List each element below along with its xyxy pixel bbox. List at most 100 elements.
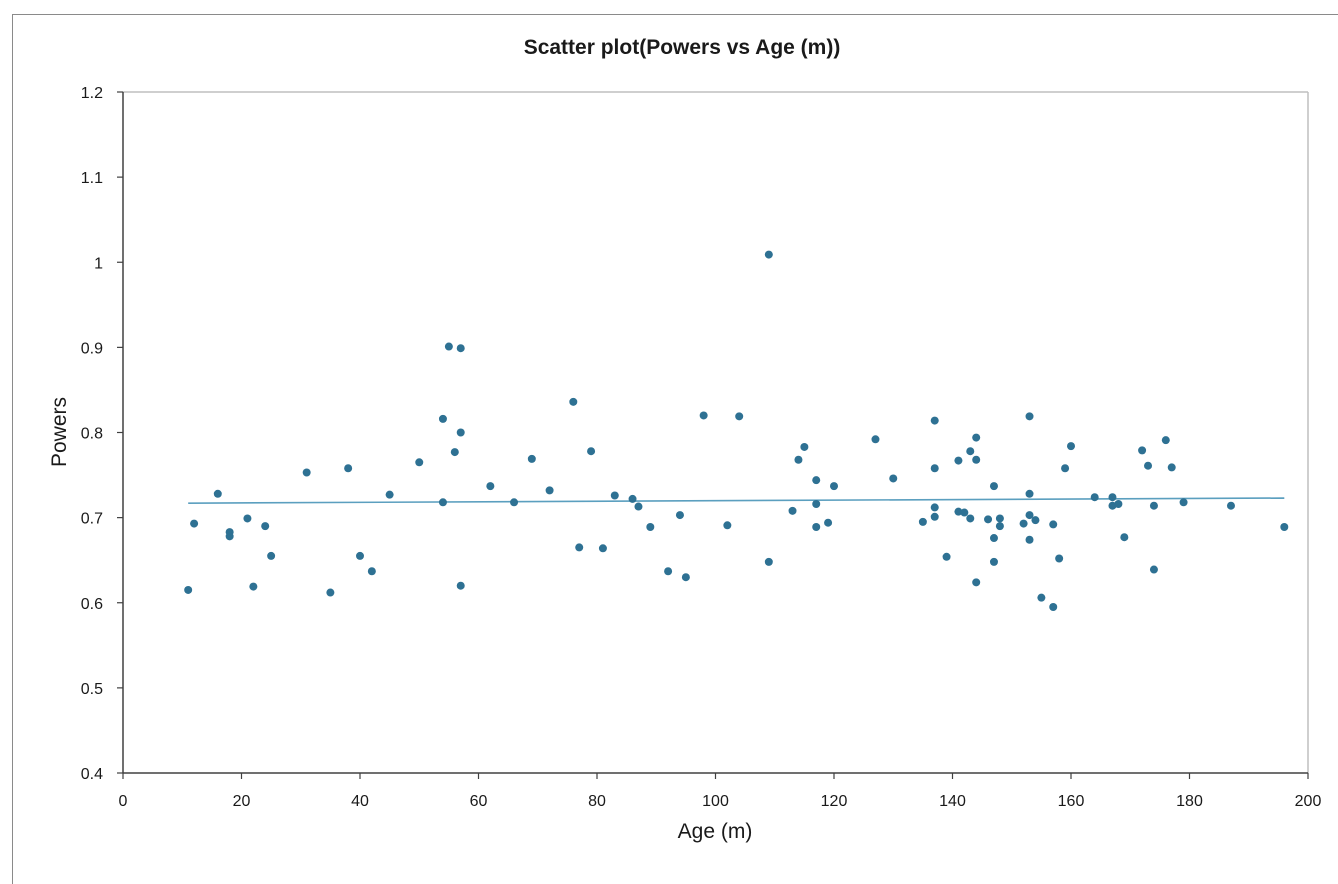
data-point bbox=[699, 411, 708, 420]
data-point bbox=[995, 522, 1004, 531]
data-point bbox=[1280, 522, 1289, 531]
data-point bbox=[1120, 533, 1129, 542]
data-point bbox=[527, 454, 536, 463]
data-point bbox=[267, 551, 276, 560]
x-tick-label: 60 bbox=[470, 793, 488, 810]
data-point bbox=[385, 490, 394, 499]
data-point bbox=[1037, 593, 1046, 602]
x-tick-label: 0 bbox=[119, 793, 128, 810]
trendline bbox=[188, 497, 1285, 504]
x-tick-label: 100 bbox=[702, 793, 729, 810]
data-point bbox=[972, 578, 981, 587]
data-point bbox=[1025, 535, 1034, 544]
x-axis-label: Age (m) bbox=[677, 820, 753, 843]
data-point bbox=[800, 442, 809, 451]
data-point bbox=[1049, 520, 1058, 529]
y-tick-label: 1 bbox=[94, 255, 103, 272]
y-tick-label: 0.9 bbox=[81, 340, 103, 357]
data-point bbox=[243, 514, 252, 523]
data-point bbox=[960, 508, 969, 517]
data-point bbox=[824, 518, 833, 527]
data-point bbox=[989, 557, 998, 566]
data-point bbox=[995, 514, 1004, 523]
y-tick-label: 0.5 bbox=[81, 681, 103, 698]
data-point bbox=[326, 588, 335, 597]
data-point bbox=[989, 482, 998, 491]
data-point bbox=[302, 468, 311, 477]
data-point bbox=[675, 511, 684, 520]
x-tick-label: 160 bbox=[1058, 793, 1085, 810]
data-point bbox=[415, 458, 424, 467]
data-point bbox=[438, 414, 447, 423]
x-tick-label: 200 bbox=[1295, 793, 1322, 810]
data-point bbox=[587, 447, 596, 456]
data-point bbox=[249, 582, 258, 591]
data-point bbox=[972, 455, 981, 464]
data-point bbox=[1055, 554, 1064, 563]
data-point bbox=[1025, 412, 1034, 421]
data-point bbox=[966, 514, 975, 523]
x-tick-label: 80 bbox=[588, 793, 606, 810]
data-point bbox=[954, 456, 963, 465]
data-point bbox=[812, 500, 821, 509]
data-point bbox=[1061, 464, 1070, 473]
data-point bbox=[486, 482, 495, 491]
data-point bbox=[1138, 446, 1147, 455]
data-point bbox=[1149, 501, 1158, 510]
data-point bbox=[1149, 565, 1158, 574]
data-point bbox=[764, 557, 773, 566]
y-tick-label: 0.8 bbox=[81, 426, 103, 443]
data-point bbox=[456, 581, 465, 590]
y-tick-label: 0.4 bbox=[81, 766, 103, 783]
data-point bbox=[764, 250, 773, 259]
data-point bbox=[225, 532, 234, 541]
data-point bbox=[794, 455, 803, 464]
data-point bbox=[356, 551, 364, 560]
y-tick-label: 0.6 bbox=[81, 596, 103, 613]
data-point bbox=[184, 585, 193, 594]
chart-title: Scatter plot(Powers vs Age (m)) bbox=[523, 36, 841, 59]
data-point bbox=[1114, 500, 1123, 509]
data-point bbox=[954, 507, 963, 516]
data-point bbox=[918, 517, 927, 526]
data-point bbox=[664, 567, 673, 576]
data-point bbox=[456, 344, 465, 353]
y-tick-label: 1.1 bbox=[81, 170, 103, 187]
axes: 0 20 40 60 80 100 120 140 160 180 200 0.4 0.5 0.6 0.7 0… bbox=[81, 85, 1322, 810]
data-point bbox=[1144, 461, 1153, 470]
data-point bbox=[190, 519, 199, 528]
data-point bbox=[450, 448, 459, 457]
data-point bbox=[966, 447, 975, 456]
data-point bbox=[984, 515, 993, 524]
data-point bbox=[510, 498, 519, 507]
data-point bbox=[634, 502, 643, 511]
data-point bbox=[1161, 436, 1170, 445]
data-point bbox=[1090, 493, 1099, 502]
x-tick-label: 20 bbox=[233, 793, 251, 810]
chart-frame bbox=[12, 14, 1338, 884]
data-point bbox=[1049, 603, 1058, 612]
data-point bbox=[930, 464, 939, 473]
trendline-segment bbox=[188, 497, 1285, 504]
data-point bbox=[598, 544, 607, 553]
data-point bbox=[1226, 501, 1235, 510]
data-point bbox=[812, 476, 821, 485]
data-point bbox=[723, 521, 732, 530]
x-tick-label: 120 bbox=[821, 793, 848, 810]
data-point bbox=[1167, 463, 1176, 472]
data-point bbox=[681, 573, 690, 582]
data-point bbox=[444, 342, 453, 351]
x-tick-label: 40 bbox=[351, 793, 369, 810]
data-point bbox=[646, 522, 655, 531]
data-point bbox=[942, 552, 951, 561]
data-point bbox=[930, 512, 939, 521]
data-point bbox=[545, 486, 554, 495]
data-point bbox=[344, 464, 353, 473]
data-point bbox=[367, 567, 376, 576]
data-point bbox=[628, 494, 637, 503]
x-tick-label: 180 bbox=[1176, 793, 1203, 810]
data-point bbox=[1108, 493, 1117, 502]
data-point bbox=[889, 474, 898, 483]
data-point bbox=[989, 534, 998, 543]
